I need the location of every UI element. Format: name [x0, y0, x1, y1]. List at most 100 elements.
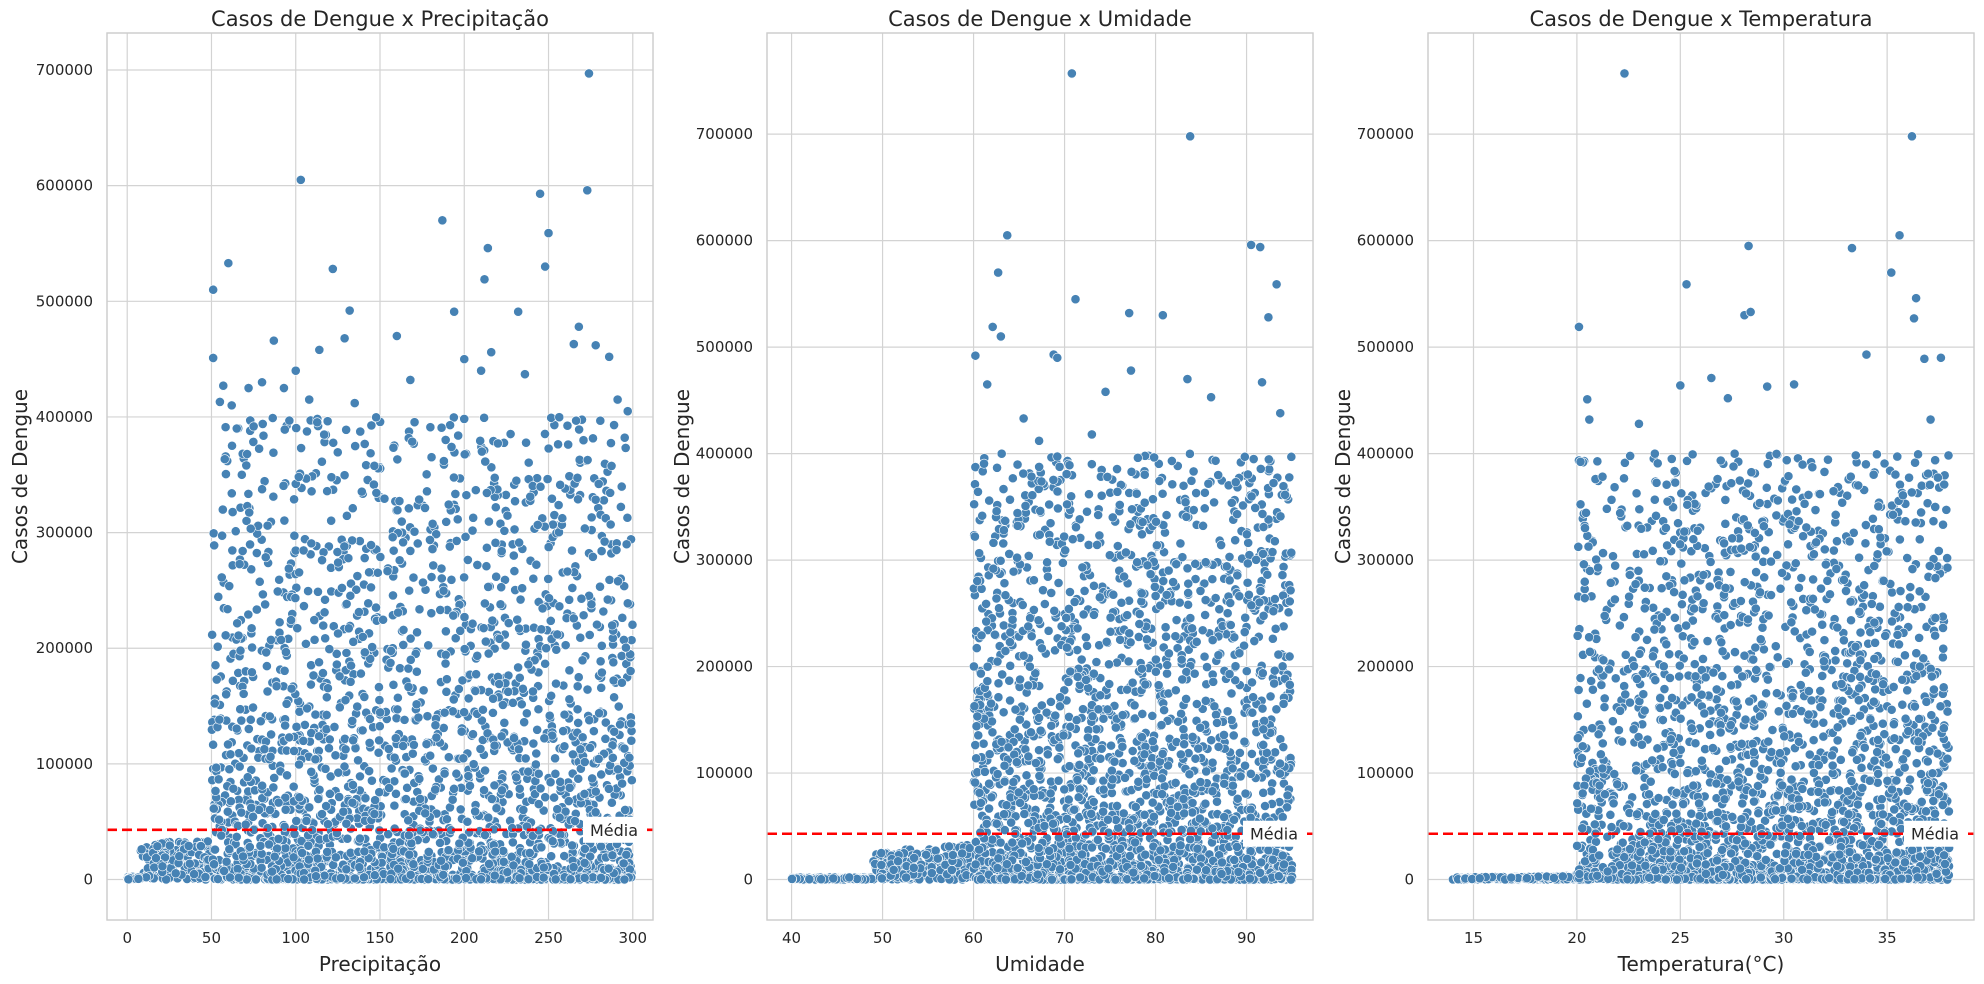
data-point — [1028, 605, 1039, 615]
data-point — [279, 665, 290, 676]
data-point — [973, 486, 983, 497]
data-point — [507, 837, 518, 848]
data-point — [439, 768, 450, 779]
data-point — [582, 185, 593, 196]
data-point — [1181, 694, 1191, 704]
data-point — [508, 860, 519, 871]
data-point — [262, 686, 273, 697]
data-point — [223, 258, 234, 269]
data-point — [977, 510, 988, 521]
data-point — [431, 732, 442, 743]
data-point — [348, 636, 359, 647]
data-point — [511, 772, 522, 783]
data-point — [347, 780, 358, 790]
data-point — [313, 794, 324, 804]
data-point — [1263, 514, 1274, 525]
data-point — [480, 456, 491, 467]
data-point — [1187, 623, 1197, 634]
data-point — [488, 707, 498, 718]
data-point — [303, 840, 314, 851]
data-point — [608, 657, 619, 668]
data-point — [234, 559, 245, 569]
data-point — [1246, 748, 1257, 759]
data-point — [430, 784, 441, 795]
data-point — [600, 733, 611, 744]
data-point — [459, 612, 470, 622]
data-point — [261, 661, 272, 672]
data-point — [331, 648, 342, 659]
data-point — [274, 617, 285, 628]
data-point — [567, 749, 578, 760]
data-point — [625, 666, 636, 676]
data-point — [443, 752, 454, 763]
data-point — [232, 618, 243, 629]
data-point — [1284, 651, 1295, 662]
data-point — [1000, 515, 1011, 526]
data-point — [564, 594, 575, 605]
data-point — [1105, 612, 1116, 623]
data-point — [386, 645, 396, 656]
data-point — [528, 738, 539, 749]
data-point — [231, 423, 242, 434]
data-point — [283, 874, 294, 884]
data-point — [585, 851, 596, 862]
data-point — [990, 629, 1000, 640]
data-point — [403, 503, 414, 514]
data-point — [578, 435, 589, 446]
data-point — [425, 422, 436, 433]
data-point — [876, 860, 887, 870]
data-point — [1256, 857, 1267, 868]
data-point — [476, 874, 487, 885]
data-point — [314, 784, 325, 795]
data-point — [320, 633, 331, 644]
data-point — [1050, 645, 1060, 656]
data-point — [1286, 451, 1297, 462]
data-point — [278, 480, 289, 491]
data-point — [183, 841, 194, 851]
x-tick-label: 200 — [450, 929, 479, 947]
data-point — [572, 704, 583, 715]
data-point — [213, 591, 224, 602]
data-point — [599, 536, 610, 547]
x-tick-label: 70 — [1055, 929, 1074, 947]
data-point — [355, 833, 365, 844]
data-point — [243, 609, 254, 620]
data-point — [438, 585, 449, 596]
data-point — [408, 859, 419, 870]
data-point — [559, 741, 570, 752]
data-point — [398, 537, 408, 548]
y-tick-label: 700000 — [36, 61, 93, 79]
data-point — [592, 619, 602, 630]
data-point — [441, 686, 452, 697]
data-point — [579, 872, 590, 883]
data-point — [588, 433, 598, 444]
data-point — [274, 574, 285, 585]
data-point — [189, 869, 200, 880]
mean-label-box — [583, 816, 645, 843]
data-point — [604, 574, 615, 585]
data-point — [339, 761, 350, 772]
data-point — [1209, 497, 1219, 508]
data-point — [1187, 807, 1198, 818]
data-point — [1212, 796, 1222, 807]
data-point — [509, 524, 520, 535]
data-point — [267, 413, 278, 423]
data-point — [471, 669, 482, 680]
data-point — [320, 763, 331, 774]
data-point — [230, 526, 241, 537]
data-point — [876, 848, 887, 858]
data-point — [1055, 692, 1065, 703]
data-point — [330, 750, 341, 761]
data-point — [257, 484, 267, 495]
data-point — [323, 819, 333, 830]
data-point — [374, 735, 384, 746]
data-point — [341, 864, 352, 875]
data-point — [306, 679, 316, 690]
data-point — [211, 762, 222, 773]
data-point — [586, 599, 597, 610]
data-point — [294, 792, 305, 803]
data-point — [539, 733, 550, 744]
data-point — [359, 872, 369, 883]
data-point — [365, 714, 375, 724]
data-point — [998, 620, 1009, 631]
